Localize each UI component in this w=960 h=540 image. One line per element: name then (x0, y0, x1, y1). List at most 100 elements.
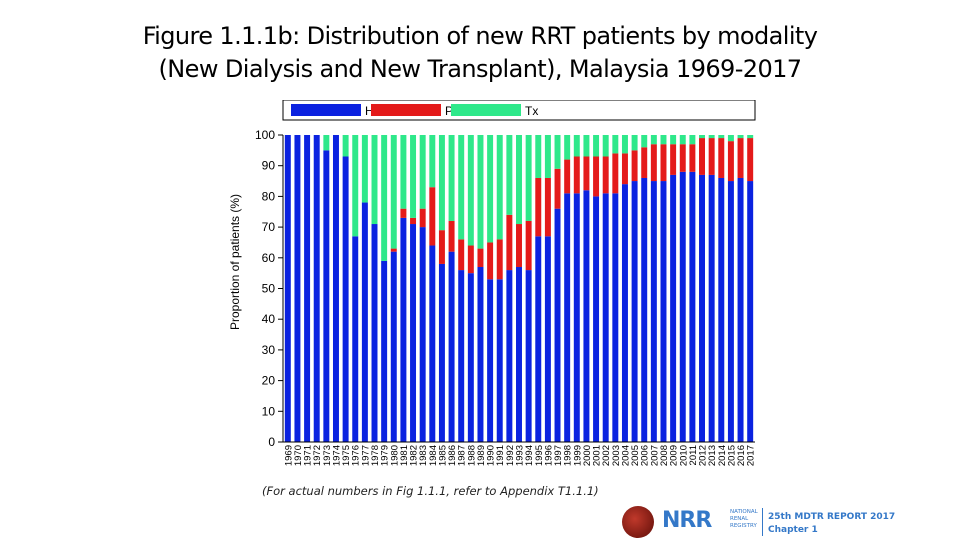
bar-pd-1993 (516, 224, 522, 268)
y-tick-label: 40 (262, 312, 276, 326)
bar-hd-2010 (679, 171, 686, 442)
bar-tx-1996 (544, 135, 551, 178)
bar-tx-1997 (554, 135, 561, 169)
x-tick-label-1986: 1986 (447, 445, 458, 466)
bar-pd-2009 (670, 144, 677, 175)
bar-pd-2006 (641, 147, 648, 178)
x-tick-label-1998: 1998 (563, 445, 574, 466)
bar-tx-1982 (410, 135, 417, 218)
bar-hd-1970 (294, 135, 301, 442)
x-tick-label-1999: 1999 (572, 445, 583, 466)
x-tick-label-2004: 2004 (620, 445, 631, 466)
bar-hd-2008 (660, 181, 667, 443)
bar-tx-1983 (419, 135, 426, 209)
bar-pd-1989 (477, 248, 484, 268)
bar-hd-1978 (371, 224, 378, 442)
x-tick-label-1976: 1976 (351, 445, 362, 466)
bar-pd-2000 (583, 156, 590, 191)
x-tick-label-1971: 1971 (303, 445, 314, 466)
bar-hd-1984 (429, 245, 436, 442)
bar-tx-1984 (429, 135, 436, 188)
bar-hd-2012 (699, 174, 705, 442)
bar-hd-1979 (381, 260, 388, 442)
bar-pd-2013 (708, 138, 715, 175)
x-tick-label-1993: 1993 (515, 445, 526, 466)
bar-hd-1982 (410, 224, 417, 442)
registry-logo: NRR NATIONAL RENAL REGISTRY 25th MDTR RE… (622, 504, 895, 540)
bar-tx-2010 (679, 135, 686, 145)
bar-hd-1996 (544, 236, 551, 442)
bar-tx-2000 (583, 135, 590, 157)
bar-pd-2017 (747, 138, 754, 182)
x-tick-label-1978: 1978 (370, 445, 381, 466)
bar-tx-1985 (438, 135, 445, 231)
bar-tx-1988 (467, 135, 474, 246)
bar-tx-1990 (487, 135, 494, 243)
bar-tx-2001 (593, 135, 600, 157)
bar-hd-1998 (564, 193, 571, 442)
registry-emblem-icon (622, 506, 654, 538)
y-axis-label: Proportion of patients (%) (228, 194, 242, 330)
logo-divider (762, 508, 763, 536)
bar-pd-2002 (602, 156, 609, 194)
x-tick-label-1987: 1987 (457, 445, 468, 466)
y-tick-label: 60 (262, 251, 276, 265)
bar-tx-2002 (602, 135, 609, 157)
x-tick-label-1977: 1977 (360, 445, 371, 466)
bar-tx-1975 (342, 135, 349, 157)
figure-title-line2: (New Dialysis and New Transplant), Malay… (158, 55, 803, 83)
bar-pd-1987 (458, 239, 465, 271)
x-tick-label-2017: 2017 (746, 445, 757, 466)
bar-tx-2017 (747, 135, 754, 139)
x-tick-label-2001: 2001 (592, 445, 603, 466)
legend-swatch-hd (291, 104, 361, 116)
bar-pd-2004 (621, 153, 628, 185)
x-tick-label-2005: 2005 (630, 445, 641, 466)
bar-hd-1992 (506, 270, 513, 442)
logo-sub-line3: REGISTRY (730, 523, 757, 529)
x-tick-label-1972: 1972 (312, 445, 323, 466)
bar-tx-1976 (352, 135, 359, 237)
x-tick-label-2014: 2014 (717, 445, 728, 466)
report-chapter: Chapter 1 (768, 525, 818, 535)
bar-hd-2001 (593, 196, 600, 442)
logo-sub-line2: RENAL (730, 516, 749, 522)
x-tick-label-1985: 1985 (437, 445, 448, 466)
bar-hd-2007 (650, 181, 657, 443)
bar-hd-1986 (448, 251, 455, 442)
bar-tx-2008 (660, 135, 667, 145)
bar-tx-2003 (612, 135, 619, 154)
bar-hd-1981 (400, 217, 407, 442)
bar-pd-2014 (718, 138, 725, 178)
y-tick-label: 50 (262, 282, 276, 296)
bar-hd-2000 (583, 190, 590, 442)
bar-pd-1990 (487, 242, 494, 280)
x-tick-label-1996: 1996 (543, 445, 554, 466)
bar-pd-1998 (564, 159, 571, 194)
bar-hd-1969 (284, 135, 291, 442)
y-tick-label: 10 (262, 404, 276, 418)
x-tick-label-1994: 1994 (524, 445, 535, 466)
x-tick-label-2006: 2006 (640, 445, 651, 466)
bar-tx-2007 (650, 135, 657, 145)
bar-tx-2004 (621, 135, 628, 154)
bar-tx-1993 (516, 135, 522, 225)
x-tick-label-2015: 2015 (726, 445, 737, 466)
bar-hd-1977 (361, 202, 368, 442)
logo-sub-line1: NATIONAL (730, 509, 758, 515)
bar-tx-1980 (390, 135, 397, 249)
bar-pd-2001 (593, 156, 600, 197)
bar-tx-2014 (718, 135, 725, 139)
x-tick-label-1983: 1983 (418, 445, 429, 466)
bar-tx-1978 (371, 135, 378, 225)
bar-hd-2004 (621, 184, 628, 442)
x-tick-label-1989: 1989 (476, 445, 487, 466)
bar-pd-2012 (699, 138, 705, 175)
bar-hd-1989 (477, 267, 484, 442)
x-axis: 1969197019711972197319741975197619771978… (283, 441, 757, 466)
bar-tx-1987 (458, 135, 465, 240)
bar-pd-1999 (573, 156, 580, 194)
x-tick-label-2016: 2016 (736, 445, 747, 466)
bar-pd-1994 (525, 220, 532, 271)
x-tick-label-1980: 1980 (389, 445, 400, 466)
